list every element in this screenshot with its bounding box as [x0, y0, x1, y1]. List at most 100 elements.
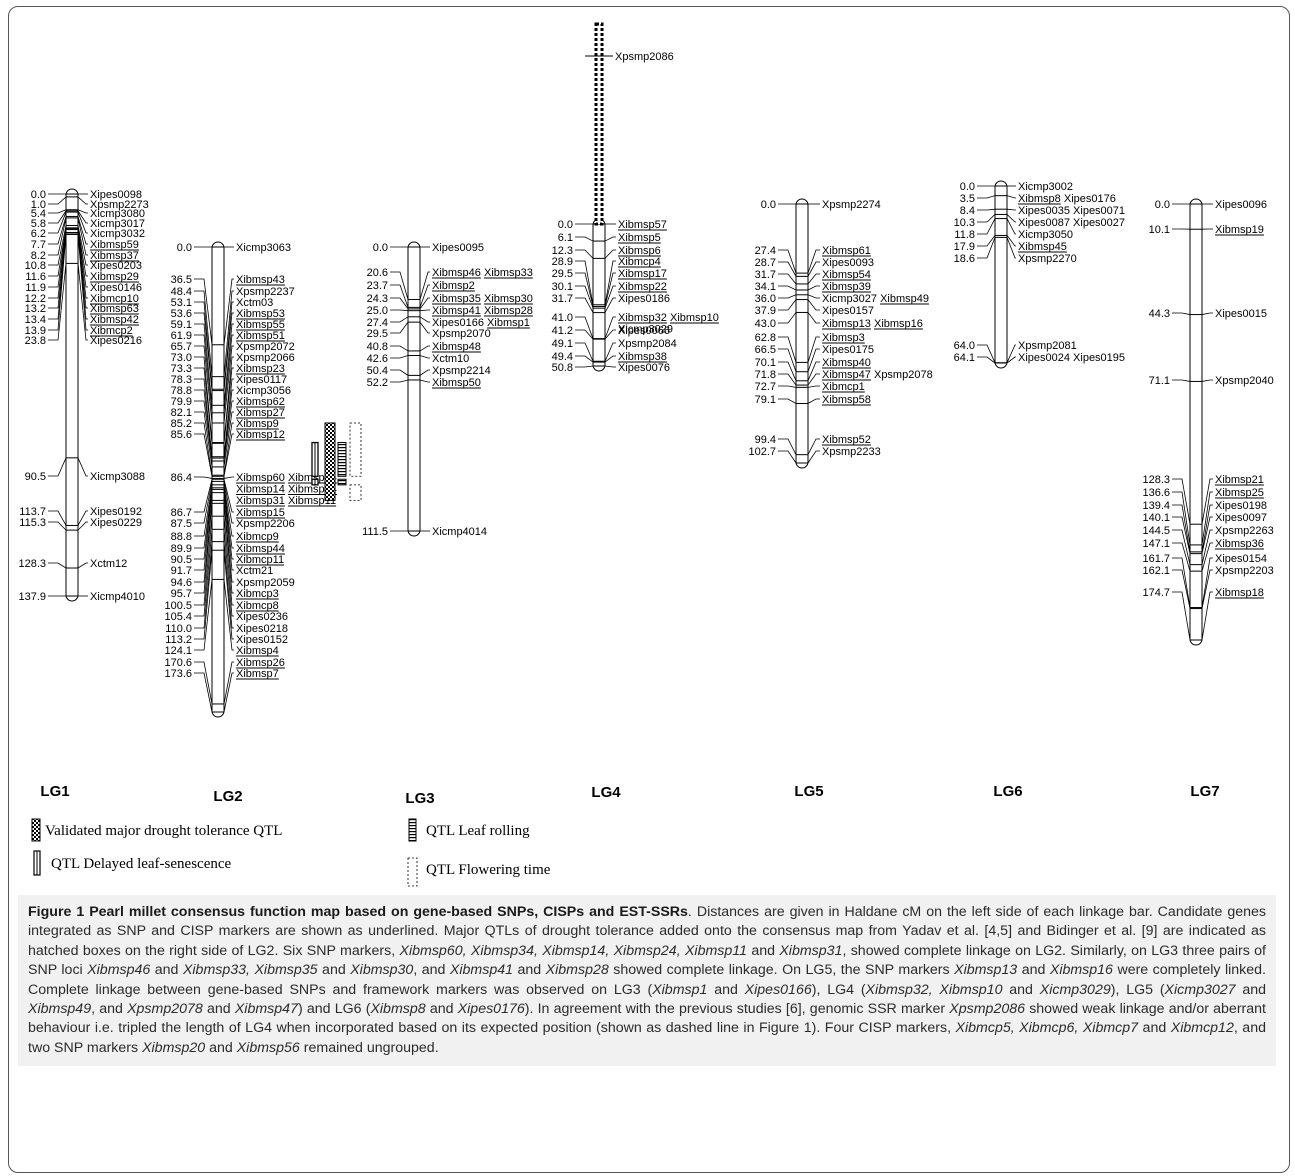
position-connector	[977, 208, 996, 211]
position-connector	[194, 301, 213, 390]
legend-leaf-rolling: QTL Leaf rolling	[426, 823, 530, 839]
position-connector	[575, 297, 594, 313]
position-connector	[194, 476, 213, 479]
marker-xpsmp2214: Xpsmp2214	[432, 365, 491, 377]
position-label: 44.3	[1149, 308, 1170, 320]
position-label: 89.9	[171, 543, 192, 555]
marker-connector	[419, 379, 430, 383]
position-connector	[1172, 504, 1191, 552]
position-connector	[390, 321, 409, 334]
marker-connector	[807, 336, 820, 363]
chromosome-bar	[592, 218, 606, 372]
marker-connector	[419, 321, 430, 334]
caption-text: and	[150, 962, 183, 979]
caption-text: showed weak linkage and/or aberrant beha…	[28, 1001, 1266, 1037]
marker-xipes0229: Xipes0229	[90, 517, 142, 529]
position-connector	[778, 299, 797, 311]
marker-xibmsp9: Xibmsp9	[236, 418, 279, 430]
caption-text: and	[1138, 1020, 1171, 1037]
position-label: 41.0	[552, 312, 573, 324]
caption-marker-name: Xicmp3027	[1164, 981, 1236, 998]
position-connector	[1172, 569, 1191, 609]
position-label: 111.5	[362, 526, 388, 538]
marker-xipes0203: Xipes0203	[90, 260, 142, 272]
position-label: 113.2	[165, 634, 192, 646]
marker-xibmsp12: Xibmsp12	[236, 429, 285, 441]
caption-marker-name: Xibmsp46	[87, 962, 151, 979]
marker-xibmsp22: Xibmsp22	[618, 281, 667, 293]
marker-xibmcp8: Xibmcp8	[236, 600, 279, 612]
marker-connector	[604, 329, 616, 340]
marker-xibmsp47: Xibmsp47 Xpsmp2078	[822, 369, 933, 381]
position-label: 86.4	[171, 472, 192, 484]
marker-xibmsp21: Xibmsp21	[1215, 474, 1264, 486]
position-label: 53.6	[171, 308, 192, 320]
group-title-lg7: LG7	[1190, 783, 1219, 800]
position-connector	[194, 323, 213, 406]
position-connector	[48, 225, 67, 266]
position-label: 18.6	[954, 253, 975, 265]
marker-xctm10: Xctm10	[432, 353, 469, 365]
marker-xipes0152: Xipes0152	[236, 634, 288, 646]
legend-ladder-swatch	[408, 818, 417, 842]
position-label: 11.9	[25, 282, 46, 294]
position-label: 7.7	[31, 239, 46, 251]
marker-connector	[807, 249, 820, 274]
marker-connector	[223, 433, 234, 477]
position-label: 48.4	[171, 286, 192, 298]
caption-marker-name: Xibmsp13	[954, 962, 1018, 979]
position-label: 27.4	[755, 245, 776, 257]
position-label: 70.1	[755, 357, 776, 369]
marker-xibmsp40: Xibmsp40	[822, 357, 871, 369]
marker-xipes0117: Xipes0117	[236, 374, 287, 386]
position-connector	[778, 273, 797, 285]
marker-connector	[807, 438, 820, 455]
position-label: 170.6	[164, 657, 192, 669]
position-label: 1.0	[31, 199, 46, 211]
position-connector	[1172, 529, 1191, 565]
position-label: 66.5	[755, 344, 776, 356]
caption-text: and	[425, 1001, 458, 1018]
position-label: 41.2	[552, 325, 573, 337]
group-title-lg3: LG3	[405, 790, 434, 807]
caption-marker-name: Xibmsp16	[1049, 962, 1113, 979]
position-connector	[778, 361, 797, 381]
position-connector	[390, 271, 409, 300]
marker-xipes0166: Xipes0166 Xibmsp1	[432, 317, 530, 329]
marker-xipes0093: Xipes0093	[822, 257, 874, 269]
marker-xicmp3063: Xicmp3063	[236, 242, 291, 254]
caption-text: and	[1017, 962, 1050, 979]
qtl-bar-flowering-time	[349, 484, 362, 501]
marker-xibmsp2: Xibmsp2	[432, 280, 475, 292]
marker-connector	[419, 271, 430, 300]
marker-xibmsp57: Xibmsp57	[618, 219, 667, 231]
caption-text: and	[747, 942, 780, 959]
position-connector	[1172, 557, 1191, 608]
marker-xipes0218: Xipes0218	[236, 623, 288, 635]
marker-xicmp3088: Xicmp3088	[90, 471, 145, 483]
caption-marker-name: Xibmsp28	[545, 962, 609, 979]
marker-xicmp4014: Xicmp4014	[432, 526, 487, 538]
legend-delayed-senescence: QTL Delayed leaf-senescence	[51, 856, 232, 872]
position-label: 115.3	[19, 517, 46, 529]
position-label: 5.4	[31, 208, 46, 220]
position-label: 8.2	[31, 250, 46, 262]
marker-connector	[807, 398, 820, 404]
position-label: 0.0	[177, 242, 192, 254]
position-label: 162.1	[1142, 565, 1170, 577]
position-connector	[48, 562, 67, 569]
position-connector	[575, 342, 594, 362]
caption-text: and	[205, 1039, 237, 1056]
position-connector	[48, 217, 67, 256]
marker-xipes0236: Xipes0236	[236, 611, 288, 623]
position-connector	[390, 297, 409, 310]
group-title-lg4: LG4	[591, 784, 621, 801]
marker-xipes0146: Xipes0146	[90, 282, 142, 294]
marker-xicmp3032: Xicmp3032	[90, 228, 145, 240]
caption-marker-name: Xibmsp20	[142, 1039, 206, 1056]
position-label: 23.7	[367, 280, 388, 292]
position-label: 174.7	[1142, 587, 1170, 599]
linkage-group-lg5: 0.0 Xpsmp2274 27.4 Xibmsp61 28.7 Xipes0093 31.…	[748, 198, 933, 800]
position-label: 23.8	[25, 335, 46, 347]
qtl-bar-leaf-rolling	[337, 442, 347, 477]
